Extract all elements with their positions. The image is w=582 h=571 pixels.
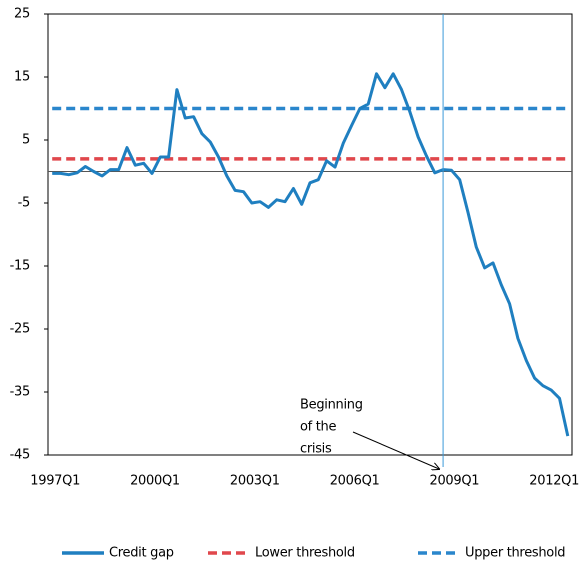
y-tick-label: -35	[10, 385, 30, 400]
y-tick-label: 25	[14, 7, 30, 22]
y-tick-label: -5	[18, 196, 30, 211]
legend-label: Lower threshold	[255, 546, 355, 561]
plot-frame	[47, 13, 573, 456]
y-tick-label: -45	[10, 448, 30, 463]
annotation-text: Beginning	[300, 398, 363, 413]
series-line	[52, 72, 570, 437]
x-tick-label: 2012Q1	[529, 474, 579, 489]
y-tick-label: -15	[10, 259, 30, 274]
x-tick-label: 2003Q1	[230, 474, 280, 489]
legend-label: Credit gap	[109, 546, 174, 561]
x-tick-label: 1997Q1	[30, 474, 80, 489]
y-tick-label: -25	[10, 322, 30, 337]
y-tick-label: 5	[22, 133, 30, 148]
x-tick-label: 2000Q1	[130, 474, 180, 489]
y-tick-label: 15	[14, 70, 30, 85]
annotation-arrow	[352, 431, 439, 469]
x-tick-label: 2006Q1	[330, 474, 380, 489]
annotation-text: crisis	[300, 442, 332, 457]
x-tick-label: 2009Q1	[429, 474, 479, 489]
legend-label: Upper threshold	[465, 546, 565, 561]
annotation-text: of the	[300, 420, 336, 435]
